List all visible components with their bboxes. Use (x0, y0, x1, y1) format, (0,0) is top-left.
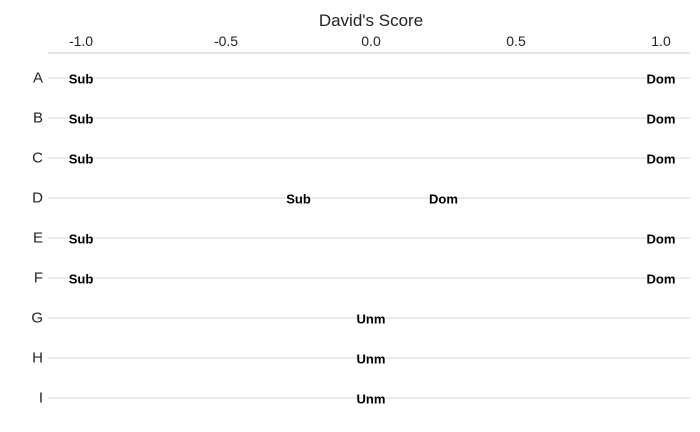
point-label-f-dom: Dom (647, 272, 676, 287)
point-label-c-sub: Sub (69, 152, 94, 167)
x-tick-label: -0.5 (214, 33, 238, 49)
chart-rows: A B C D E F G H I (31, 70, 690, 407)
row-label-b: B (33, 110, 43, 127)
point-label-d-dom: Dom (429, 192, 458, 207)
row-label-c: C (32, 150, 43, 167)
point-label-g-unm: Unm (357, 312, 386, 327)
point-label-b-dom: Dom (647, 112, 676, 127)
point-label-e-dom: Dom (647, 232, 676, 247)
chart-points: Sub Dom Sub Dom Sub Dom Sub Dom Sub Dom Sub Dom Unm U… (69, 72, 676, 407)
point-label-a-sub: Sub (69, 72, 94, 87)
row-label-i: I (39, 390, 43, 407)
point-label-f-sub: Sub (69, 272, 94, 287)
point-label-i-unm: Unm (357, 392, 386, 407)
point-label-c-dom: Dom (647, 152, 676, 167)
point-label-d-sub: Sub (286, 192, 311, 207)
row-label-h: H (32, 350, 43, 367)
x-axis-ticks: -1.0 -0.5 0.0 0.5 1.0 (69, 33, 671, 49)
row-label-f: F (34, 270, 43, 287)
point-label-h-unm: Unm (357, 352, 386, 367)
row-label-e: E (33, 230, 43, 247)
point-label-b-sub: Sub (69, 112, 94, 127)
row-label-g: G (31, 310, 43, 327)
x-tick-label: 0.0 (361, 33, 381, 49)
x-tick-label: 1.0 (651, 33, 671, 49)
point-label-a-dom: Dom (647, 72, 676, 87)
row-label-d: D (32, 190, 43, 207)
x-tick-label: -1.0 (69, 33, 93, 49)
x-tick-label: 0.5 (506, 33, 526, 49)
x-axis-title: David's Score (319, 11, 423, 30)
row-label-a: A (33, 70, 43, 87)
point-label-e-sub: Sub (69, 232, 94, 247)
